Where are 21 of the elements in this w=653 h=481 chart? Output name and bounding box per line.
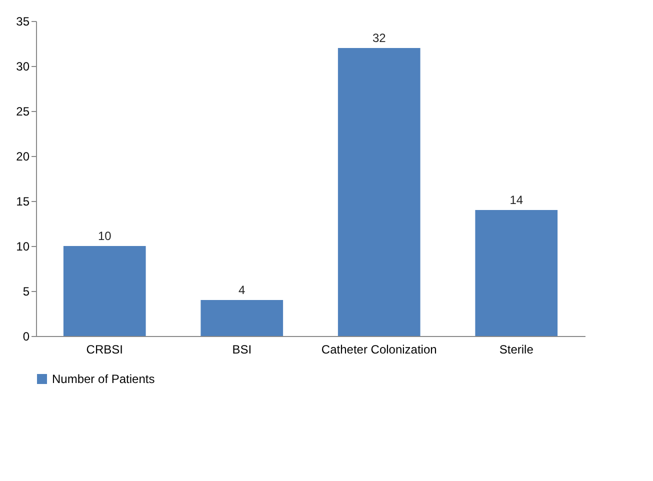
x-tick-label: CRBSI xyxy=(86,342,123,356)
y-tick-label: 35 xyxy=(16,14,30,28)
data-label: 32 xyxy=(372,31,386,45)
data-label: 10 xyxy=(98,229,112,243)
data-label: 4 xyxy=(238,283,246,297)
bar xyxy=(63,246,146,336)
x-tick-label: BSI xyxy=(232,342,252,356)
bar xyxy=(475,210,558,336)
y-tick-label: 5 xyxy=(22,284,30,298)
y-tick-label: 0 xyxy=(22,330,30,344)
data-label: 14 xyxy=(510,193,524,207)
y-tick-label: 20 xyxy=(16,150,30,164)
bar xyxy=(200,300,284,336)
x-tick-label: Sterile xyxy=(499,342,534,356)
bar xyxy=(338,48,420,336)
legend-label: Number of Patients xyxy=(52,372,155,386)
y-tick-label: 30 xyxy=(16,60,30,74)
y-tick-label: 25 xyxy=(16,104,30,118)
y-tick-label: 15 xyxy=(16,194,30,208)
x-tick-label: Catheter Colonization xyxy=(321,342,437,356)
y-tick-label: 10 xyxy=(16,240,30,254)
